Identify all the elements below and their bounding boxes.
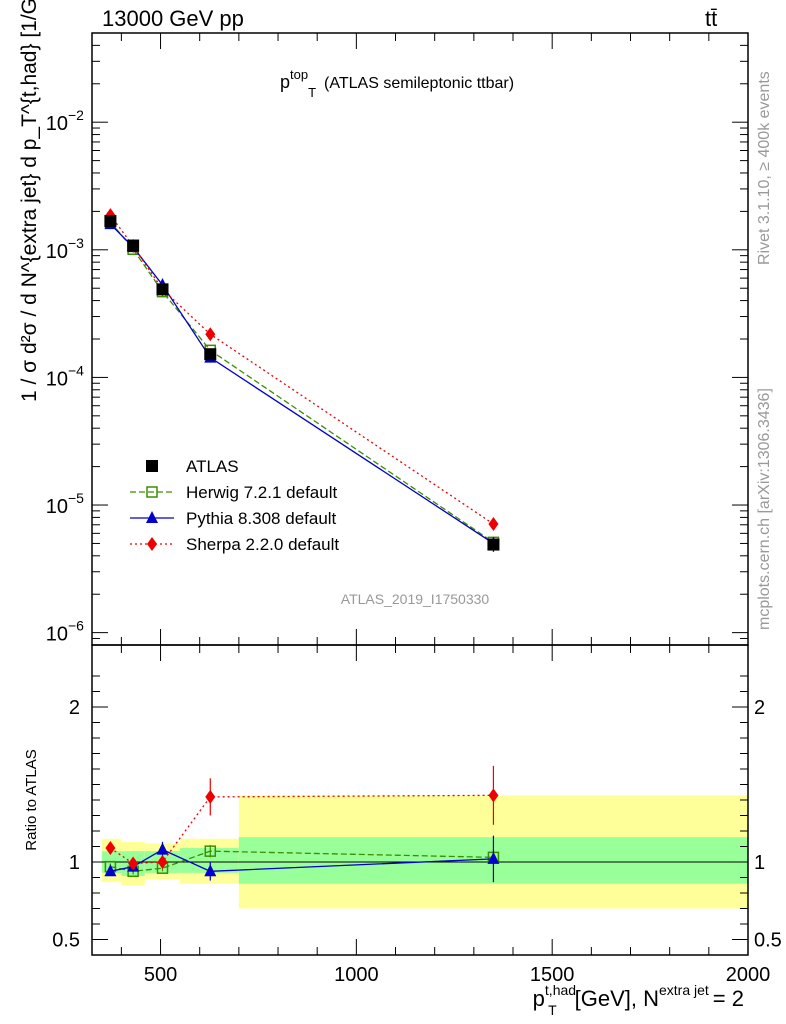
main-series-point [205, 327, 216, 342]
ratio-y-tick-label: 2 [69, 697, 80, 719]
legend: ATLAS Herwig 7.2.1 default Pythia 8.308 de… [130, 457, 339, 554]
ratio-series-point [105, 841, 116, 856]
ratio-series-point [488, 788, 499, 803]
ratio-series-point [157, 855, 168, 869]
ratio-series-point [156, 842, 169, 855]
energy-label: 13000 GeV pp [102, 6, 244, 31]
ratio-series-point [487, 851, 500, 864]
x-axis-label-rest: [GeV], N [575, 986, 659, 1011]
main-y-tick-exp: −6 [68, 618, 84, 634]
plot-title-sub: T [308, 85, 316, 100]
main-y-tick-exp: −4 [68, 362, 84, 378]
x-tick-label: 1500 [530, 964, 575, 986]
atlas-data-point [156, 283, 169, 296]
main-y-tick-label: 10 [46, 624, 68, 646]
plot-title-sup: top [290, 67, 308, 82]
ratio-series-point [204, 864, 217, 877]
main-series-point [488, 517, 499, 532]
legend-label-2: Pythia 8.308 default [186, 509, 337, 528]
ratio-y-tick-label-right: 1 [754, 852, 765, 874]
main-y-tick-label: 10 [46, 496, 68, 518]
ratio-series-point [128, 856, 139, 871]
ratio-y-tick-label: 0.5 [52, 930, 80, 952]
ratio-y-axis-label: Ratio to ATLAS [23, 749, 40, 850]
plot-title-p: p [280, 72, 290, 92]
legend-label-1: Herwig 7.2.1 default [186, 483, 337, 502]
main-y-tick-label: 10 [46, 241, 68, 263]
main-y-tick-exp: −5 [68, 490, 84, 506]
ratio-y-tick-label-right: 0.5 [754, 930, 782, 952]
main-y-tick-label: 10 [46, 368, 68, 390]
main-y-axis-label: 1 / σ d²σ / d N^{extra jet} d p_T^{t,had… [18, 0, 41, 402]
atlas-data-point [104, 215, 117, 228]
atlas-data-point [127, 239, 140, 252]
ratio-y-tick-label: 1 [69, 852, 80, 874]
data-series [104, 208, 500, 883]
x-tick-label: 1000 [334, 964, 379, 986]
ratio-series-point [205, 789, 216, 804]
x-axis-label-sup: t,had [545, 982, 576, 998]
ratio-y-tick-label-right: 2 [754, 697, 765, 719]
x-axis-label-sub: T [548, 1002, 557, 1018]
ratio-uncertainty-bands [101, 795, 749, 909]
atlas-data-point [487, 538, 500, 551]
main-y-tick-exp: −3 [68, 235, 84, 251]
plot-title: ptopT (ATLAS semileptonic ttbar) [280, 67, 514, 100]
x-tick-label: 2000 [726, 964, 771, 986]
legend-label-0: ATLAS [186, 457, 239, 476]
process-label: tt̄ [705, 6, 718, 31]
main-y-tick-exp: −2 [68, 107, 84, 123]
ratio-series-point [204, 845, 217, 857]
ratio-plot-frame [91, 644, 749, 956]
x-axis-label-end: = 2 [713, 986, 744, 1011]
ratio-series-point [104, 864, 117, 877]
legend-label-3: Sherpa 2.2.0 default [186, 535, 339, 554]
legend-marker-2 [146, 511, 158, 523]
legend-marker-3 [147, 537, 157, 551]
main-series-line-3 [109, 214, 494, 525]
x-axis-label-sup2: extra jet [659, 982, 709, 998]
legend-marker-0 [146, 460, 158, 472]
legend-marker-1 [146, 486, 158, 498]
plot-title-rest: (ATLAS semileptonic ttbar) [324, 75, 514, 92]
analysis-label: ATLAS_2019_I1750330 [341, 591, 490, 607]
main-y-tick-label: 10 [46, 113, 68, 135]
x-tick-label: 500 [144, 964, 177, 986]
atlas-data-point [204, 348, 217, 361]
x-axis-label-p: p [533, 986, 545, 1011]
x-axis-label: pt,had T [GeV], Nextra jet = 2 [533, 982, 744, 1018]
